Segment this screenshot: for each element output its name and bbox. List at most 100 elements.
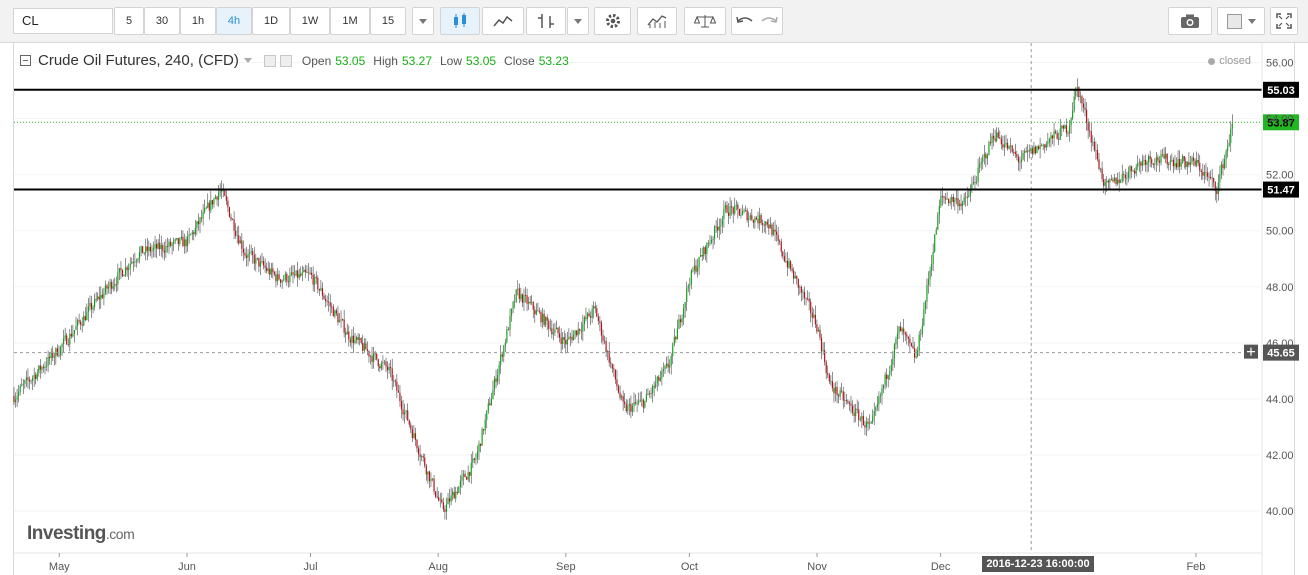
hide-series-icon[interactable] bbox=[263, 54, 276, 67]
price-grid bbox=[14, 62, 1260, 512]
bars-style-button[interactable] bbox=[526, 7, 566, 35]
candle-body bbox=[803, 291, 806, 299]
candle-body bbox=[199, 217, 201, 225]
symbol-input[interactable]: CL bbox=[13, 8, 113, 34]
candle-body bbox=[1003, 144, 1006, 148]
candle-body bbox=[479, 443, 482, 446]
candle-body bbox=[245, 255, 248, 258]
candle-body bbox=[658, 376, 660, 381]
candle-body bbox=[114, 284, 116, 287]
candle-body bbox=[1081, 96, 1083, 104]
collapse-legend-icon[interactable] bbox=[20, 55, 31, 66]
candle-body bbox=[221, 189, 223, 192]
y-tick-label: 48.00 bbox=[1266, 282, 1294, 294]
candle-body bbox=[354, 339, 356, 344]
interval-button-1h[interactable]: 1h bbox=[180, 7, 216, 35]
candle-body bbox=[621, 396, 623, 398]
candle-body bbox=[1095, 150, 1097, 151]
candle-body bbox=[986, 155, 988, 159]
candle-body bbox=[1220, 164, 1223, 175]
interval-button-4h[interactable]: 4h bbox=[216, 7, 252, 35]
interval-dropdown-button[interactable] bbox=[412, 7, 434, 35]
candle-body bbox=[732, 207, 734, 214]
candle-body bbox=[16, 396, 18, 400]
candle-body bbox=[546, 317, 548, 321]
candle-body bbox=[335, 310, 337, 314]
candle-body bbox=[641, 399, 643, 401]
candle-body bbox=[585, 317, 587, 319]
candle-body bbox=[1154, 163, 1156, 165]
candle-body bbox=[949, 201, 951, 204]
candle-body bbox=[1025, 151, 1027, 153]
candle-body bbox=[459, 480, 461, 487]
candle-body bbox=[870, 421, 872, 424]
candle-body bbox=[560, 337, 562, 344]
candle-body bbox=[13, 396, 15, 403]
compare-button[interactable] bbox=[684, 7, 726, 35]
candle-body bbox=[1103, 178, 1105, 186]
candle-body bbox=[1082, 103, 1085, 108]
candle-body bbox=[1031, 148, 1033, 154]
fullscreen-button[interactable] bbox=[1270, 7, 1298, 35]
area-style-button[interactable] bbox=[482, 7, 524, 35]
snapshot-button[interactable] bbox=[1168, 7, 1212, 35]
candle-body bbox=[123, 275, 125, 277]
last-price-label-bg bbox=[1263, 114, 1299, 131]
color-picker-button[interactable] bbox=[1217, 7, 1265, 35]
candle-body bbox=[969, 190, 971, 196]
candle-body bbox=[817, 329, 820, 332]
interval-button-15[interactable]: 15 bbox=[370, 7, 406, 35]
close-value: 53.23 bbox=[538, 53, 569, 68]
last-price-label: 53.87 bbox=[1267, 117, 1295, 129]
indicators-button[interactable] bbox=[637, 7, 677, 35]
style-dropdown-button[interactable] bbox=[567, 7, 589, 35]
candle-body bbox=[1124, 174, 1126, 179]
candle-body bbox=[218, 192, 220, 200]
candle-body bbox=[1059, 128, 1061, 140]
candle-body bbox=[780, 241, 782, 252]
interval-button-1W[interactable]: 1W bbox=[290, 7, 330, 35]
candle-body bbox=[994, 138, 996, 141]
candle-body bbox=[879, 395, 882, 397]
candle-body bbox=[541, 313, 544, 323]
candle-body bbox=[1092, 141, 1094, 143]
candle-body bbox=[1020, 159, 1023, 162]
settings-button[interactable] bbox=[594, 7, 631, 35]
y-tick-label: 52.00 bbox=[1266, 170, 1294, 182]
candle-body bbox=[390, 367, 392, 369]
candle-body bbox=[766, 221, 768, 225]
candle-body bbox=[225, 195, 227, 201]
candles-style-button[interactable] bbox=[440, 7, 480, 35]
candle-body bbox=[1005, 142, 1007, 145]
interval-button-30[interactable]: 30 bbox=[144, 7, 180, 35]
candle-body bbox=[827, 373, 829, 375]
candle-body bbox=[78, 320, 80, 322]
candle-body bbox=[490, 399, 492, 405]
candle-body bbox=[25, 377, 27, 381]
redo-icon[interactable] bbox=[761, 16, 778, 23]
crosshair-date-label: 2016-12-23 16:00:00 bbox=[982, 556, 1094, 572]
candle-body bbox=[385, 361, 387, 367]
candle-body bbox=[349, 339, 351, 343]
candle-body bbox=[872, 416, 874, 422]
interval-button-1M[interactable]: 1M bbox=[330, 7, 370, 35]
candle-body bbox=[47, 356, 49, 367]
candle-body bbox=[180, 236, 182, 239]
candle-body bbox=[769, 224, 771, 229]
candle-body bbox=[628, 403, 630, 406]
candle-body bbox=[120, 268, 122, 271]
candle-body bbox=[230, 216, 232, 220]
candle-body bbox=[830, 381, 832, 382]
price-chart[interactable]: 55.03 51.47 53.87 45.65 56.00 54.00 52.00 50.0… bbox=[0, 43, 1308, 575]
interval-button-5[interactable]: 5 bbox=[114, 7, 144, 35]
candle-body bbox=[966, 196, 968, 198]
series-settings-icon[interactable] bbox=[279, 54, 292, 67]
candle-body bbox=[58, 355, 60, 357]
candle-body bbox=[214, 196, 217, 199]
undo-icon[interactable] bbox=[736, 16, 753, 23]
candle-body bbox=[993, 135, 995, 139]
interval-button-1D[interactable]: 1D bbox=[252, 7, 290, 35]
candle-body bbox=[411, 429, 413, 438]
candle-body bbox=[52, 351, 54, 358]
chevron-down-icon[interactable] bbox=[243, 58, 252, 63]
